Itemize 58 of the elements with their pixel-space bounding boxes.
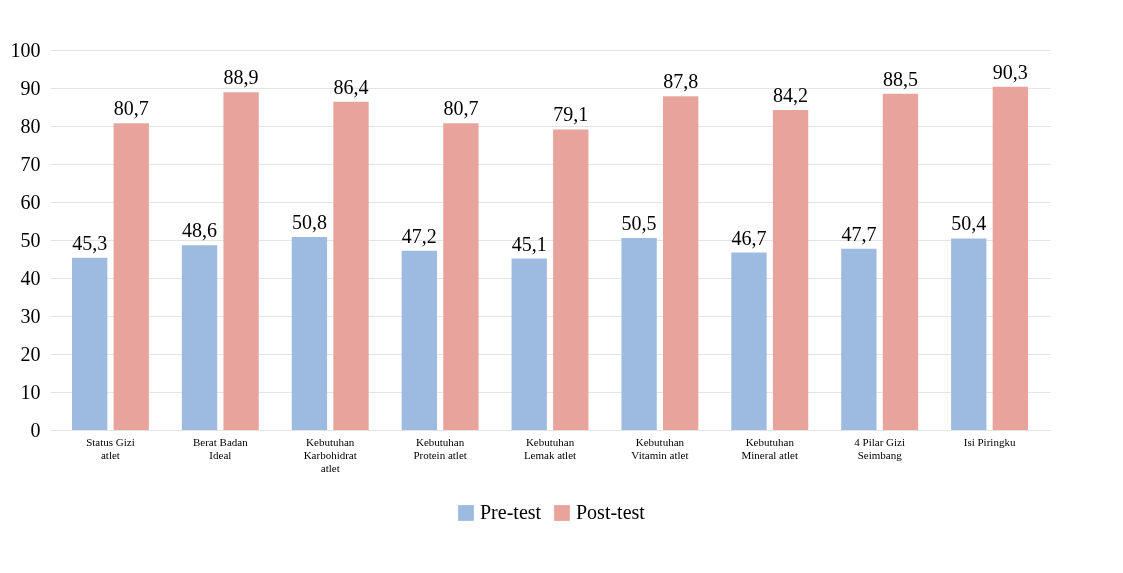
- data-label: 50,8: [291, 210, 327, 233]
- y-tick-label: 10: [20, 380, 41, 403]
- bar: [882, 93, 919, 430]
- x-tick-label: Kebutuhan Lemak atlet: [523, 435, 577, 461]
- data-label: 88,5: [882, 67, 918, 90]
- data-label: 50,4: [951, 212, 987, 235]
- y-tick-label: 30: [20, 304, 41, 327]
- data-label: 80,7: [113, 97, 149, 120]
- data-label: 87,8: [663, 70, 699, 93]
- data-label: 90,3: [992, 60, 1028, 83]
- y-tick-label: 0: [30, 418, 41, 441]
- x-tick-label: Berat Badan Ideal: [192, 435, 249, 461]
- data-label: 46,7: [731, 226, 767, 249]
- y-tick-label: 70: [20, 152, 41, 175]
- bar: [401, 250, 437, 430]
- data-label: 80,7: [443, 97, 479, 120]
- y-tick-label: 80: [20, 114, 41, 137]
- bar: [181, 245, 218, 430]
- x-tick-label: Kebutuhan Vitamin atlet: [631, 435, 689, 461]
- y-tick-label: 90: [20, 76, 41, 99]
- x-tick-label: Isi Piringku: [963, 435, 1016, 448]
- bar: [731, 252, 767, 430]
- data-label: 45,1: [511, 232, 547, 255]
- legend-label: Post-test: [576, 501, 646, 523]
- data-label: 50,5: [621, 212, 657, 235]
- y-tick-label: 60: [20, 190, 41, 213]
- bar: [951, 238, 987, 430]
- x-tick-label: 4 Pilar Gizi Seimbang: [854, 435, 906, 461]
- data-label: 45,3: [72, 231, 108, 254]
- y-tick-label: 20: [20, 342, 41, 365]
- x-tick-label: Kebutuhan Protein atlet: [413, 435, 467, 461]
- bar: [333, 101, 369, 430]
- data-label: 47,7: [841, 222, 877, 245]
- data-label: 88,9: [223, 66, 259, 89]
- data-label: 84,2: [773, 84, 809, 107]
- bar: [841, 248, 877, 430]
- bar: [223, 92, 259, 430]
- bar: [511, 258, 547, 430]
- x-tick-label: Kebutuhan Mineral atlet: [741, 435, 799, 461]
- bar: [992, 86, 1029, 430]
- bar: [113, 123, 149, 430]
- data-label: 79,1: [553, 103, 589, 126]
- data-label: 47,2: [401, 224, 437, 247]
- bar: [553, 129, 589, 430]
- bar: [663, 96, 699, 430]
- data-label: 86,4: [333, 75, 369, 98]
- bar: [443, 123, 479, 430]
- bar: [621, 238, 657, 430]
- y-tick-label: 50: [20, 228, 41, 251]
- x-tick-label: Kebutuhan Karbohidrat atlet: [303, 435, 357, 474]
- data-label: 48,6: [182, 219, 218, 242]
- y-tick-label: 40: [20, 266, 41, 289]
- y-tick-label: 100: [10, 38, 41, 61]
- x-tick-label: Status Gizi atlet: [86, 435, 135, 461]
- bar: [71, 257, 108, 430]
- legend-label: Pre-test: [480, 501, 542, 523]
- bar: [772, 110, 809, 430]
- bar: [291, 236, 328, 430]
